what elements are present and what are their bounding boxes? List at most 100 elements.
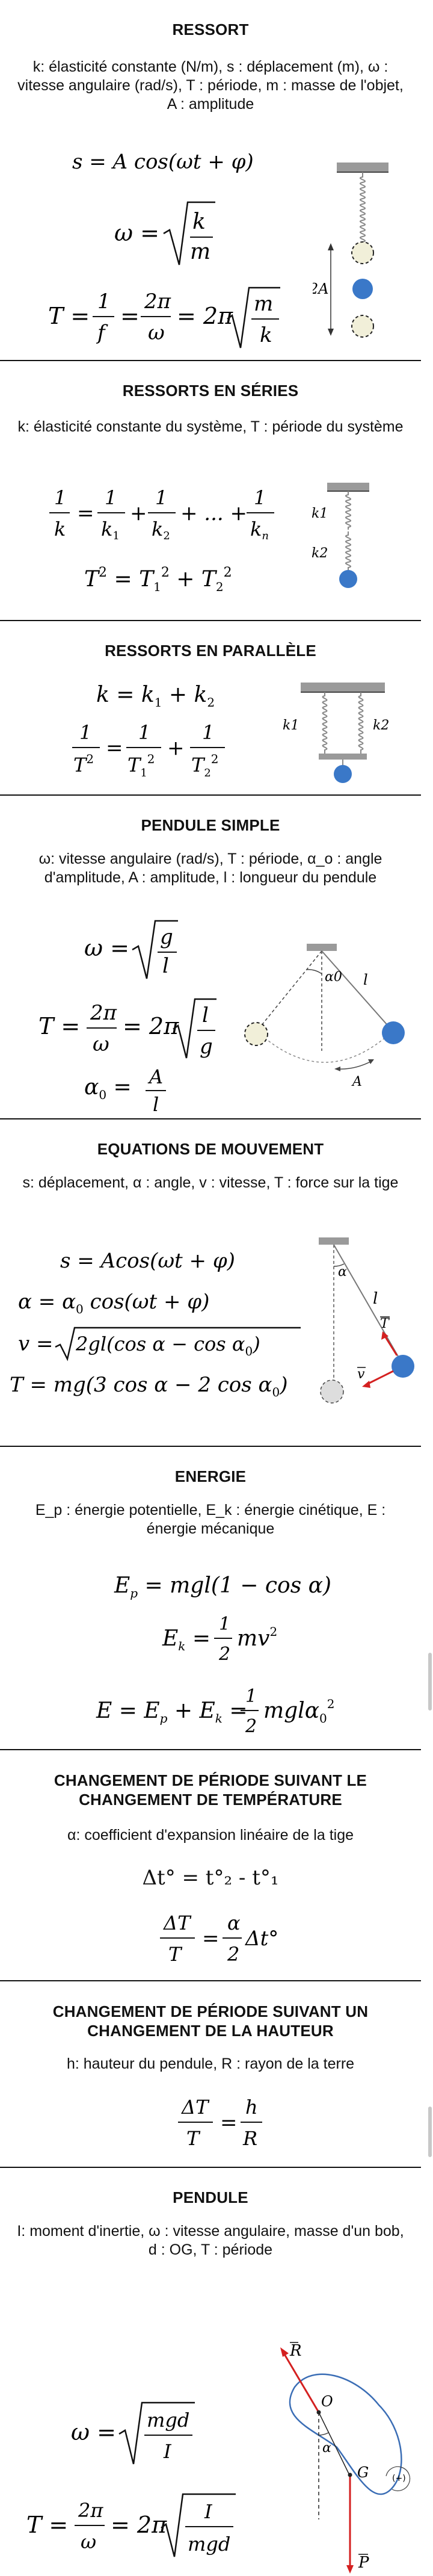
svg-text:Ep = mgl(1 − cos α): Ep = mgl(1 − cos α) [114, 1573, 331, 1600]
scrollbar-thumb[interactable] [428, 1653, 432, 1711]
scrollbar-thumb-lower[interactable] [428, 2107, 432, 2157]
svg-text:1: 1 [245, 1686, 257, 1707]
svg-text:k: k [192, 209, 206, 234]
svg-text:+ ... +: + ... + [180, 501, 247, 525]
section-title: EQUATIONS DE MOUVEMENT [97, 1140, 324, 1158]
section-description: k: élasticité constante du système, T : … [17, 418, 404, 435]
svg-text:T =: T = [48, 303, 90, 329]
svg-text:= 2π: = 2π [111, 2512, 167, 2538]
svg-text:mgd: mgd [147, 2409, 189, 2432]
section-energie: ENERGIE E_p : énergie potentielle, E_k :… [0, 1446, 421, 1750]
section-description: ω: vitesse angulaire (rad/s), T : périod… [38, 850, 382, 886]
svg-text:k: k [54, 518, 66, 540]
svg-text:T: T [168, 1943, 183, 1966]
tension-label: T [380, 1316, 390, 1331]
reaction-force-label: R [289, 2342, 302, 2360]
formula-displacement: s = A cos(ωt + φ) [72, 150, 254, 174]
svg-text:2: 2 [227, 1943, 239, 1966]
formula-motion-tension: T = mg(3 cos α − 2 cos α0) [10, 1373, 288, 1399]
formula-period-height: ΔT T = h R [178, 2096, 262, 2150]
svg-text:T2: T2 [73, 752, 94, 776]
svg-text:2π: 2π [78, 2499, 103, 2522]
svg-text:2π: 2π [144, 289, 171, 314]
svg-text:h: h [245, 2096, 258, 2119]
formula-parallel-k: k = k1 + k2 [96, 683, 215, 710]
svg-text:T22: T22 [191, 752, 219, 779]
weight-label: P [358, 2554, 369, 2572]
spring-label-k2: k2 [373, 718, 389, 733]
amplitude-label: A [351, 1074, 362, 1089]
section-title: RESSORT [172, 20, 249, 39]
length-label: l [373, 1290, 378, 1308]
svg-text:s = Acos(ωt + φ): s = Acos(ωt + φ) [60, 1249, 235, 1273]
svg-text:k1: k1 [101, 518, 120, 542]
svg-text:α0 =: α0 = [84, 1075, 132, 1102]
section-ressort: RESSORT k: élasticité constante (N/m), s… [0, 0, 421, 361]
svg-text:f: f [96, 321, 108, 345]
svg-text:1: 1 [105, 486, 117, 509]
svg-text:+: + [167, 736, 185, 760]
svg-text:I: I [204, 2500, 213, 2523]
svg-text:2gl(cos α − cos α0): 2gl(cos α − cos α0) [75, 1333, 260, 1358]
section-description: I: moment d'inertie, ω : vitesse angulai… [17, 2223, 404, 2258]
svg-text:α = α0 cos(ωt + φ): α = α0 cos(ωt + φ) [18, 1290, 209, 1316]
formula-period-temperature: ΔT T = α 2 Δt° [160, 1912, 278, 1966]
svg-text:s = A cos(ωt + φ): s = A cos(ωt + φ) [72, 150, 254, 174]
svg-text:E = Ep + Ek =: E = Ep + Ek = [96, 1698, 248, 1726]
svg-text:g: g [160, 925, 173, 949]
formula-parallel-period: 1 T2 = 1 T12 + 1 T22 [72, 721, 225, 779]
formula-motion-velocity: v = 2gl(cos α − cos α0) [18, 1327, 301, 1361]
formula-series-k: 1 k = 1 k1 + 1 k2 + ... + 1 kn [49, 486, 274, 542]
svg-text:ω: ω [81, 2530, 96, 2553]
svg-text:=: = [220, 2111, 238, 2135]
svg-text:k2: k2 [152, 518, 170, 542]
physical-pendulum-illustration: R O α G (+) P [280, 2342, 411, 2574]
svg-text:mv2: mv2 [237, 1624, 277, 1651]
svg-text:=: = [106, 736, 123, 760]
svg-text:I: I [163, 2440, 172, 2463]
svg-text:1: 1 [79, 721, 91, 744]
formula-motion-angle: α = α0 cos(ωt + φ) [18, 1290, 209, 1316]
svg-text:T =: T = [26, 2512, 68, 2538]
svg-text:g: g [200, 1035, 213, 1059]
formula-pendulum-omega: ω = g l [84, 920, 178, 979]
section-description: s: déplacement, α : angle, v : vitesse, … [22, 1174, 399, 1191]
center-of-mass-label: G [357, 2464, 369, 2481]
svg-text:1: 1 [138, 721, 150, 744]
svg-text:Δt°: Δt° [244, 1927, 278, 1951]
svg-text:l: l [202, 1003, 209, 1027]
motion-pendulum-illustration: α l T v [319, 1237, 414, 1404]
svg-text:T: T [186, 2127, 201, 2150]
simple-pendulum-illustration: α0 l A [244, 944, 405, 1089]
svg-text:1: 1 [155, 486, 167, 509]
svg-text:kn: kn [250, 518, 269, 542]
svg-text:k: k [260, 323, 272, 347]
formula-potential-energy: Ep = mgl(1 − cos α) [114, 1573, 331, 1600]
svg-text:ΔT: ΔT [162, 1912, 192, 1934]
velocity-label: v [357, 1367, 365, 1382]
spring-label-k2: k2 [312, 546, 328, 561]
svg-text:T = mg(3 cos α − 2 cos α0): T = mg(3 cos α − 2 cos α0) [10, 1373, 288, 1399]
section-description: k: élasticité constante (N/m), s : dépla… [17, 58, 404, 113]
section-title: CHANGEMENT DE PÉRIODE SUIVANT UN CHANGEM… [52, 2002, 369, 2040]
section-pendule: PENDULE I: moment d'inertie, ω : vitesse… [0, 2167, 421, 2576]
svg-text:2: 2 [218, 1644, 230, 1665]
svg-text:1: 1 [202, 721, 214, 744]
section-description: α: coefficient d'expansion linéaire de l… [67, 1827, 354, 1844]
svg-text:1: 1 [219, 1614, 230, 1635]
section-changement-temperature: CHANGEMENT DE PÉRIODE SUIVANT LE CHANGEM… [0, 1749, 421, 1981]
svg-text:α: α [227, 1912, 241, 1934]
section-pendule-simple: PENDULE SIMPLE ω: vitesse angulaire (rad… [0, 794, 421, 1119]
svg-text:=: = [77, 501, 94, 525]
series-springs-illustration: k1 k2 [312, 483, 369, 588]
length-label: l [363, 971, 368, 988]
svg-text:1: 1 [97, 289, 111, 314]
svg-text:k = k1 + k2: k = k1 + k2 [96, 683, 215, 710]
svg-text:ω =: ω = [114, 220, 159, 246]
section-description: h: hauteur du pendule, R : rayon de la t… [66, 2055, 355, 2072]
svg-text:ω =: ω = [84, 935, 129, 961]
svg-text:T2 = T12 + T22: T2 = T12 + T22 [84, 565, 232, 594]
spring-label-k1: k1 [312, 506, 328, 521]
svg-text:=: = [120, 303, 140, 329]
section-title: ENERGIE [174, 1467, 247, 1485]
